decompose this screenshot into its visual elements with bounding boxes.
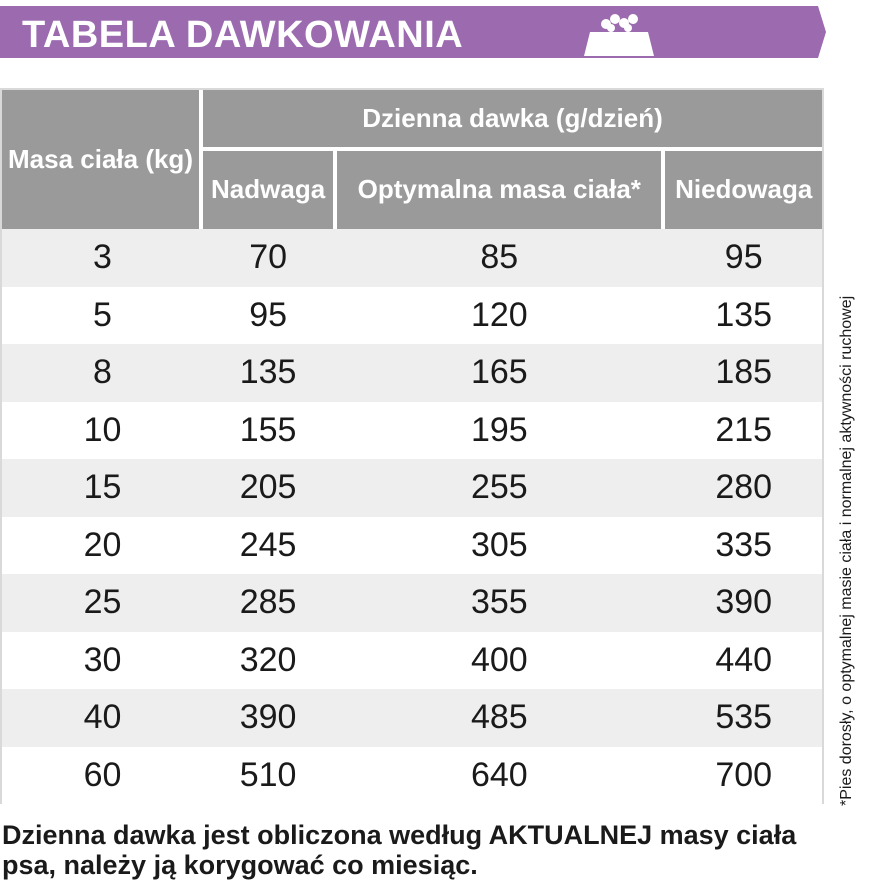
- cell-underweight: 185: [665, 344, 822, 402]
- cell-underweight: 535: [665, 689, 822, 747]
- cell-underweight: 280: [665, 459, 822, 517]
- page-title: TABELA DAWKOWANIA: [22, 14, 464, 56]
- cell-overweight: 205: [203, 459, 334, 517]
- table-row: 25 285 355 390: [2, 574, 822, 632]
- cell-mass: 8: [2, 344, 203, 402]
- table-row: 60 510 640 700: [2, 746, 822, 804]
- food-bowl-icon: [584, 14, 654, 56]
- table-row: 3 70 85 95: [2, 229, 822, 287]
- cell-mass: 15: [2, 459, 203, 517]
- table-row: 30 320 400 440: [2, 631, 822, 689]
- cell-mass: 3: [2, 229, 203, 287]
- header-underweight: Niedowaga: [665, 151, 822, 229]
- cell-underweight: 335: [665, 516, 822, 574]
- cell-underweight: 440: [665, 631, 822, 689]
- cell-optimal: 640: [333, 746, 666, 804]
- table-row: 10 155 195 215: [2, 401, 822, 459]
- cell-optimal: 85: [333, 229, 666, 287]
- cell-mass: 5: [2, 286, 203, 344]
- table-row: 8 135 165 185: [2, 344, 822, 402]
- cell-optimal: 305: [333, 516, 666, 574]
- cell-optimal: 355: [333, 574, 666, 632]
- cell-optimal: 120: [333, 286, 666, 344]
- cell-overweight: 70: [203, 229, 334, 287]
- header-body-mass: Masa ciała (kg): [2, 90, 203, 229]
- footnote-adult-dog: *Pies dorosły, o optymalnej masie ciała …: [838, 295, 855, 806]
- cell-mass: 10: [2, 401, 203, 459]
- cell-overweight: 95: [203, 286, 334, 344]
- cell-mass: 40: [2, 689, 203, 747]
- cell-overweight: 285: [203, 574, 334, 632]
- cell-overweight: 390: [203, 689, 334, 747]
- dosage-note: Dzienna dawka jest obliczona według AKTU…: [2, 820, 797, 880]
- cell-overweight: 320: [203, 631, 334, 689]
- cell-optimal: 400: [333, 631, 666, 689]
- header-overweight: Nadwaga: [203, 151, 334, 229]
- cell-mass: 60: [2, 746, 203, 804]
- cell-underweight: 390: [665, 574, 822, 632]
- cell-overweight: 510: [203, 746, 334, 804]
- cell-optimal: 195: [333, 401, 666, 459]
- cell-mass: 30: [2, 631, 203, 689]
- table-row: 5 95 120 135: [2, 286, 822, 344]
- dosage-table: Masa ciała (kg) Dzienna dawka (g/dzień) …: [0, 88, 824, 804]
- table-row: 15 205 255 280: [2, 459, 822, 517]
- table-row: 40 390 485 535: [2, 689, 822, 747]
- cell-overweight: 245: [203, 516, 334, 574]
- cell-underweight: 700: [665, 746, 822, 804]
- cell-optimal: 485: [333, 689, 666, 747]
- cell-underweight: 95: [665, 229, 822, 287]
- cell-underweight: 215: [665, 401, 822, 459]
- cell-underweight: 135: [665, 286, 822, 344]
- table-row: 20 245 305 335: [2, 516, 822, 574]
- cell-optimal: 255: [333, 459, 666, 517]
- cell-mass: 20: [2, 516, 203, 574]
- header-daily-dose: Dzienna dawka (g/dzień): [203, 90, 822, 151]
- cell-mass: 25: [2, 574, 203, 632]
- cell-overweight: 135: [203, 344, 334, 402]
- title-banner: TABELA DAWKOWANIA: [0, 6, 826, 58]
- cell-optimal: 165: [333, 344, 666, 402]
- header-optimal-weight: Optymalna masa ciała*: [333, 151, 666, 229]
- cell-overweight: 155: [203, 401, 334, 459]
